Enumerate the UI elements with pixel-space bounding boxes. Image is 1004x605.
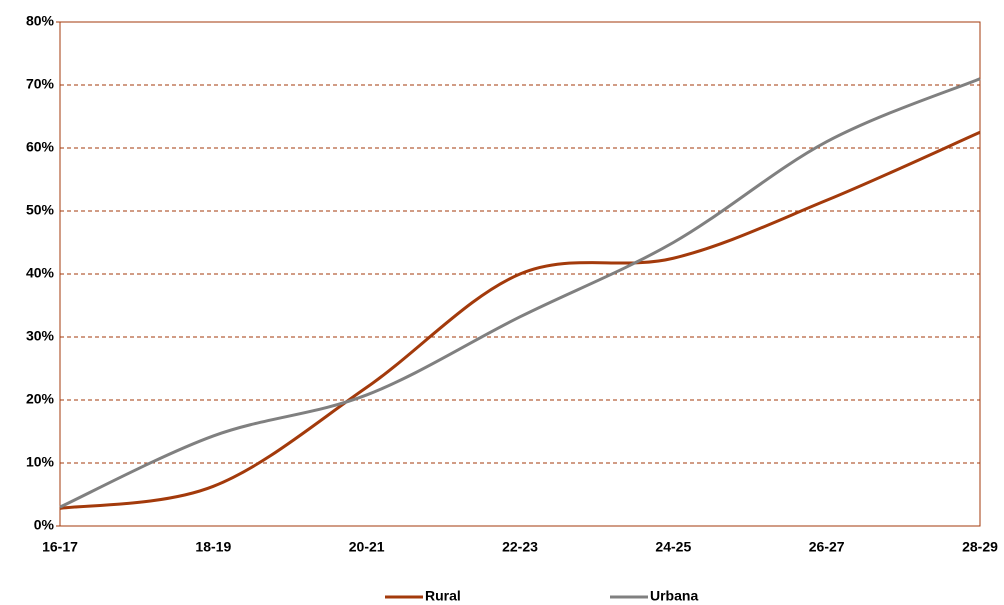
y-tick-label: 30% — [26, 328, 55, 344]
y-tick-label: 70% — [26, 76, 55, 92]
x-tick-label: 24-25 — [655, 539, 691, 555]
line-series — [59, 77, 981, 509]
x-tick-label: 20-21 — [349, 539, 385, 555]
y-tick-label: 40% — [26, 265, 55, 281]
y-tick-label: 0% — [34, 517, 55, 533]
y-tick-label: 10% — [26, 454, 55, 470]
line-series — [59, 130, 981, 510]
y-tick-label: 80% — [26, 13, 55, 29]
y-tick-label: 50% — [26, 202, 55, 218]
legend-label: Rural — [425, 588, 461, 604]
legend-label: Urbana — [650, 588, 698, 604]
y-tick-label: 20% — [26, 391, 55, 407]
x-tick-label: 18-19 — [195, 539, 231, 555]
y-tick-label: 60% — [26, 139, 55, 155]
x-tick-label: 28-29 — [962, 539, 998, 555]
x-tick-label: 26-27 — [809, 539, 845, 555]
x-tick-label: 16-17 — [42, 539, 78, 555]
x-tick-label: 22-23 — [502, 539, 538, 555]
